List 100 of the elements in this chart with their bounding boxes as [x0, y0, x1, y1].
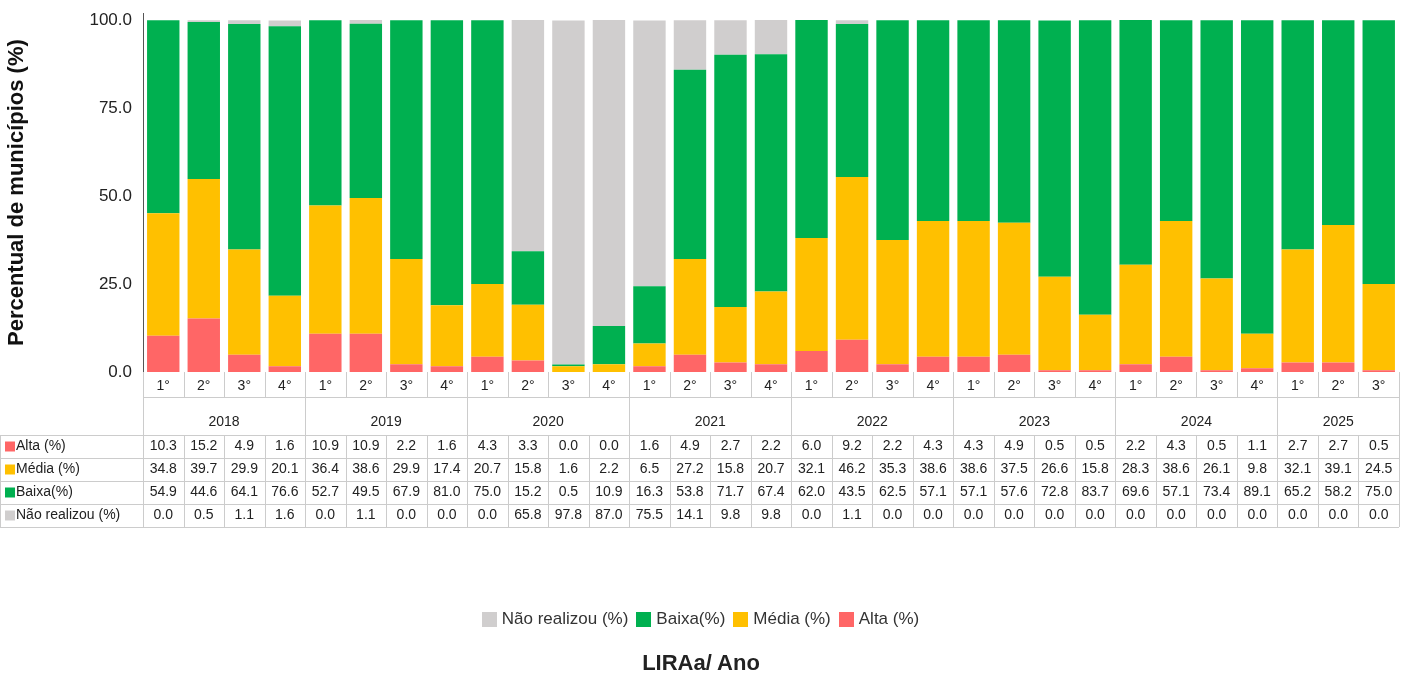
bar: [309, 205, 342, 334]
data-label: 0.0: [882, 506, 903, 523]
data-label: 75.0: [473, 483, 502, 500]
bar: [1159, 221, 1193, 357]
data-label: 26.6: [1040, 460, 1069, 477]
bar: [1281, 20, 1314, 250]
bar: [1078, 314, 1112, 371]
x-tick-label: 4°: [440, 377, 454, 394]
data-label: 1.6: [639, 437, 660, 454]
legend-label: Baixa(%): [16, 483, 73, 500]
data-label: 69.6: [1122, 483, 1150, 500]
data-label: 0.0: [1085, 506, 1106, 523]
data-label: 36.4: [311, 460, 340, 477]
bar: [957, 20, 990, 222]
bar: [1038, 276, 1071, 371]
data-label: 38.6: [919, 460, 947, 477]
x-tick-label: 1°: [966, 377, 981, 394]
bar: [1362, 284, 1395, 371]
data-label: 0.5: [1369, 437, 1389, 454]
data-label: 2.2: [599, 460, 619, 477]
data-label: 10.3: [149, 437, 178, 454]
data-label: 0.0: [1206, 506, 1227, 523]
x-tick-label: 2°: [845, 377, 859, 394]
data-label: 1.6: [437, 437, 457, 454]
data-label: 0.0: [1004, 506, 1025, 523]
data-label: 24.5: [1365, 460, 1393, 477]
x-tick-label: 1°: [642, 377, 657, 394]
data-label: 4.3: [477, 437, 498, 454]
data-label: 9.8: [1247, 460, 1268, 477]
bar: [511, 304, 545, 361]
data-label: 0.0: [599, 437, 619, 454]
bar: [673, 20, 707, 70]
data-label: 1.6: [275, 437, 295, 454]
text: LIRAa/ Ano: [642, 650, 760, 676]
data-label: 2.7: [720, 437, 741, 454]
text: 2022: [856, 412, 889, 429]
data-label: 32.1: [797, 460, 826, 477]
data-label: 0.0: [558, 437, 579, 454]
text: 2019: [370, 412, 402, 429]
x-tick-label: 1°: [156, 377, 170, 394]
bar: [390, 259, 423, 365]
x-tick-label: 4°: [1088, 377, 1102, 394]
bar: [1200, 20, 1233, 279]
data-label: 0.5: [1085, 437, 1106, 454]
data-label: 0.5: [1206, 437, 1227, 454]
bar: [1240, 20, 1274, 334]
bar: [714, 306, 747, 363]
data-label: 0.0: [437, 506, 457, 523]
data-label: 15.2: [190, 437, 218, 454]
text: Média (%): [753, 609, 831, 628]
bar: [147, 213, 180, 336]
bar: [1159, 20, 1193, 222]
y-tick-label: 75.0: [98, 97, 132, 117]
bar: [673, 69, 707, 260]
data-label: 53.8: [676, 483, 704, 500]
data-label: 38.6: [959, 460, 988, 477]
data-label: 81.0: [433, 483, 461, 500]
bar: [835, 177, 869, 340]
bar: [633, 20, 666, 287]
data-label: 32.1: [1284, 460, 1312, 477]
bar: [147, 335, 180, 372]
bar: [390, 20, 423, 260]
data-label: 6.5: [639, 460, 660, 477]
bar: [1119, 19, 1152, 265]
data-label: 76.6: [271, 483, 299, 500]
data-label: 28.3: [1122, 460, 1150, 477]
data-label: 1.6: [558, 460, 579, 477]
data-label: 4.3: [1166, 437, 1187, 454]
data-label: 73.4: [1203, 483, 1231, 500]
data-label: 37.5: [1000, 460, 1028, 477]
text: 2023: [1018, 412, 1051, 429]
bar: [349, 197, 383, 334]
y-tick-label: 50.0: [98, 185, 132, 205]
data-label: 2.7: [1328, 437, 1349, 454]
data-label: 14.1: [676, 506, 704, 523]
data-label: 3.3: [518, 437, 538, 454]
data-label: 72.8: [1040, 483, 1069, 500]
x-tick-label: 2°: [359, 377, 373, 394]
bar: [309, 20, 342, 206]
data-label: 26.1: [1203, 460, 1231, 477]
data-label: 83.7: [1081, 483, 1109, 500]
x-tick-label: 1°: [318, 377, 333, 394]
data-label: 27.2: [676, 460, 704, 477]
data-label: 0.5: [558, 483, 579, 500]
data-label: 38.6: [352, 460, 380, 477]
bar: [997, 354, 1031, 372]
bar: [147, 20, 180, 214]
text: 2020: [532, 412, 564, 429]
bar: [754, 291, 788, 365]
bar: [1281, 362, 1314, 372]
data-label: 2.2: [761, 437, 781, 454]
data-label: 44.6: [190, 483, 218, 500]
x-tick-label: 1°: [1291, 377, 1305, 394]
x-tick-label: 4°: [1250, 377, 1264, 394]
data-label: 0.0: [153, 506, 174, 523]
bar: [592, 19, 626, 326]
data-label: 57.1: [919, 483, 947, 500]
bar: [1240, 368, 1274, 372]
bar: [876, 240, 909, 365]
bar: [916, 20, 950, 222]
